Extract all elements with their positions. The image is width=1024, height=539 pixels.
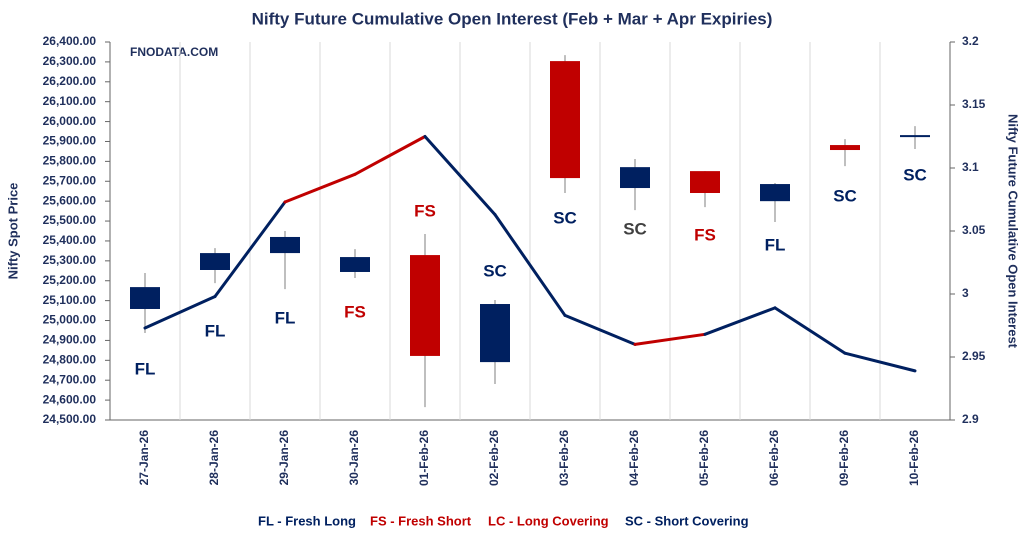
legend-item: FS - Fresh Short [370,513,472,528]
y2-tick-label: 3 [962,286,969,300]
oi-line-segment [563,313,637,346]
signal-label: FS [344,302,366,321]
candle-body [760,184,790,202]
candle-body [410,255,440,356]
x-tick-label: 01-Feb-26 [417,430,431,486]
y2-tick-label: 3.2 [962,34,979,48]
y-tick-label: 25,600.00 [43,193,97,207]
oi-line-segment [843,351,917,373]
candle-body [340,257,370,272]
signal-label: FL [765,235,786,254]
candle-body [270,236,300,254]
y2-axis-label: Nifty Future Cumulative Open Interest [1006,114,1021,349]
signal-label: SC [833,186,857,205]
y2-tick-label: 2.95 [962,349,986,363]
x-tick-label: 05-Feb-26 [697,430,711,486]
y-tick-label: 25,700.00 [43,173,97,187]
oi-line-segment [633,332,707,346]
candle-body [480,304,510,363]
candle-body [620,167,650,189]
signal-label: SC [623,219,647,238]
signal-label: FS [414,201,436,220]
oi-line-segment [703,306,777,336]
candle-body [830,145,860,151]
x-tick-label: 02-Feb-26 [487,430,501,486]
y-tick-label: 25,900.00 [43,134,97,148]
y-tick-label: 25,800.00 [43,154,97,168]
x-tick-label: 09-Feb-26 [837,430,851,486]
y-tick-label: 24,700.00 [43,372,97,386]
x-tick-label: 28-Jan-26 [207,430,221,486]
oi-line-segment [353,135,427,176]
y-tick-label: 25,500.00 [43,213,97,227]
chart-title: Nifty Future Cumulative Open Interest (F… [252,9,773,28]
y2-tick-label: 2.9 [962,412,979,426]
x-tick-label: 10-Feb-26 [907,430,921,486]
y-tick-label: 26,200.00 [43,74,97,88]
y-tick-label: 24,800.00 [43,352,97,366]
candle-body [200,253,230,270]
signal-label: FS [694,225,716,244]
oi-line-segment [143,295,217,330]
x-tick-label: 04-Feb-26 [627,430,641,486]
legend-item: LC - Long Covering [488,513,609,528]
x-tick-label: 29-Jan-26 [277,430,291,486]
candle-body [900,135,930,138]
y-tick-label: 26,100.00 [43,94,97,108]
y-tick-label: 24,900.00 [43,333,97,347]
y-tick-label: 26,000.00 [43,114,97,128]
candle-body [130,287,160,309]
candle-body [550,61,580,179]
y-tick-label: 24,500.00 [43,412,97,426]
oi-line-segment [283,172,357,204]
x-tick-label: 06-Feb-26 [767,430,781,486]
signal-label: FL [135,359,156,378]
y-tick-label: 25,100.00 [43,293,97,307]
signal-label: SC [553,208,577,227]
y-axis-label: Nifty Spot Price [5,183,20,280]
signal-label: FL [205,321,226,340]
legend-item: SC - Short Covering [625,513,749,528]
oi-line-segment [213,200,287,299]
signal-label: SC [483,261,507,280]
legend-item: FL - Fresh Long [258,513,356,528]
y-tick-label: 25,300.00 [43,253,97,267]
x-tick-label: 30-Jan-26 [347,430,361,486]
oi-line-segment [773,306,847,355]
oi-line-segment [423,135,497,217]
y-tick-label: 25,200.00 [43,273,97,287]
y-tick-label: 25,400.00 [43,233,97,247]
x-tick-label: 03-Feb-26 [557,430,571,486]
y2-tick-label: 3.05 [962,223,986,237]
oi-line-segment [493,213,567,317]
x-tick-label: 27-Jan-26 [137,430,151,486]
candle-body [690,171,720,194]
y-tick-label: 25,000.00 [43,313,97,327]
y-tick-label: 24,600.00 [43,392,97,406]
y2-tick-label: 3.15 [962,97,986,111]
watermark: FNODATA.COM [130,45,218,59]
y-tick-label: 26,300.00 [43,54,97,68]
y-tick-label: 26,400.00 [43,34,97,48]
y2-tick-label: 3.1 [962,160,979,174]
signal-label: FL [275,308,296,327]
signal-label: SC [903,165,927,184]
